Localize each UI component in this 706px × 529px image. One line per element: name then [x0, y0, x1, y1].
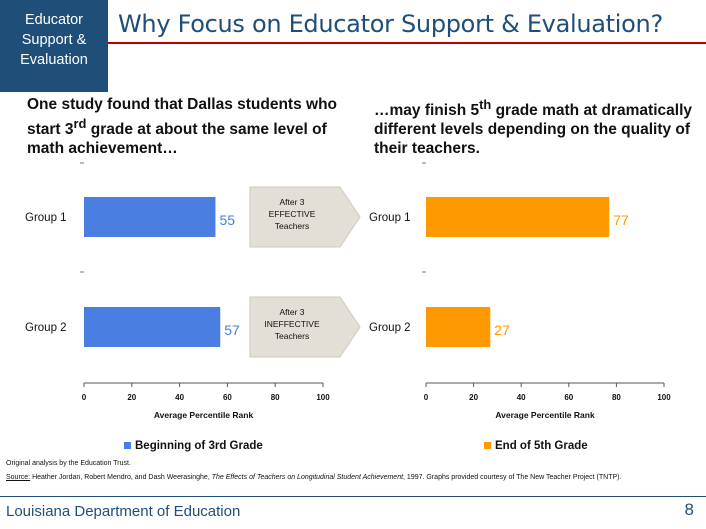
footnote-source: Source: Heather Jordan, Robert Mendro, a… [6, 474, 622, 481]
x-axis-label: Average Percentile Rank [154, 410, 254, 420]
arrow-label: INEFFECTIVE [264, 319, 320, 329]
x-tick-label: 0 [424, 393, 429, 402]
brand-box: Educator Support & Evaluation [0, 0, 108, 92]
x-tick-label: 60 [564, 393, 573, 402]
arrow-label: Teachers [275, 221, 310, 231]
footer-divider [0, 496, 706, 497]
legend-swatch [124, 442, 131, 449]
page-number: 8 [684, 500, 694, 519]
x-tick-label: 80 [271, 393, 280, 402]
data-label: 27 [494, 322, 510, 338]
x-axis-label: Average Percentile Rank [495, 410, 595, 420]
x-tick-label: 60 [223, 393, 232, 402]
x-tick-label: 20 [127, 393, 136, 402]
bar-group-1 [84, 197, 216, 237]
slide-title: Why Focus on Educator Support & Evaluati… [118, 10, 663, 38]
x-tick-label: 40 [175, 393, 184, 402]
legend-swatch [484, 442, 491, 449]
arrow-shape [249, 296, 361, 358]
x-tick-label: 80 [612, 393, 621, 402]
arrow-shape [249, 186, 361, 248]
caption-right: …may finish 5th grade math at dramatical… [374, 97, 692, 158]
arrow-label: EFFECTIVE [269, 209, 316, 219]
data-label: 55 [219, 212, 235, 228]
x-tick-label: 40 [517, 393, 526, 402]
category-label: Group 1 [369, 212, 411, 224]
brand-line: Educator [24, 12, 84, 28]
arrow-label: After 3 [279, 197, 304, 207]
bar-group-2 [84, 307, 221, 347]
charts-area: Group 1 55 Group 2 57 0 20 40 60 80 100 Average Pe… [25, 162, 671, 452]
arrow-label: Teachers [275, 331, 310, 341]
legend-label: End of 5th Grade [495, 440, 588, 452]
data-label: 77 [613, 212, 629, 228]
legend-label: Beginning of 3rd Grade [135, 440, 263, 452]
brand-line: Support & [21, 32, 87, 48]
brand-line: Evaluation [20, 52, 88, 68]
title-underline [108, 42, 706, 44]
footnote-analysis: Original analysis by the Education Trust… [6, 460, 131, 467]
x-tick-label: 100 [316, 393, 330, 402]
x-tick-label: 0 [82, 393, 87, 402]
category-label: Group 2 [25, 322, 67, 334]
category-label: Group 2 [369, 322, 411, 334]
caption-left: One study found that Dallas students who… [27, 96, 338, 158]
data-label: 57 [224, 322, 240, 338]
bar-group-1 [426, 197, 610, 237]
footer-organization: Louisiana Department of Education [6, 503, 241, 520]
bar-group-2 [426, 307, 491, 347]
x-tick-label: 20 [469, 393, 478, 402]
category-label: Group 1 [25, 212, 67, 224]
arrow-label: After 3 [279, 307, 304, 317]
x-tick-label: 100 [657, 393, 671, 402]
